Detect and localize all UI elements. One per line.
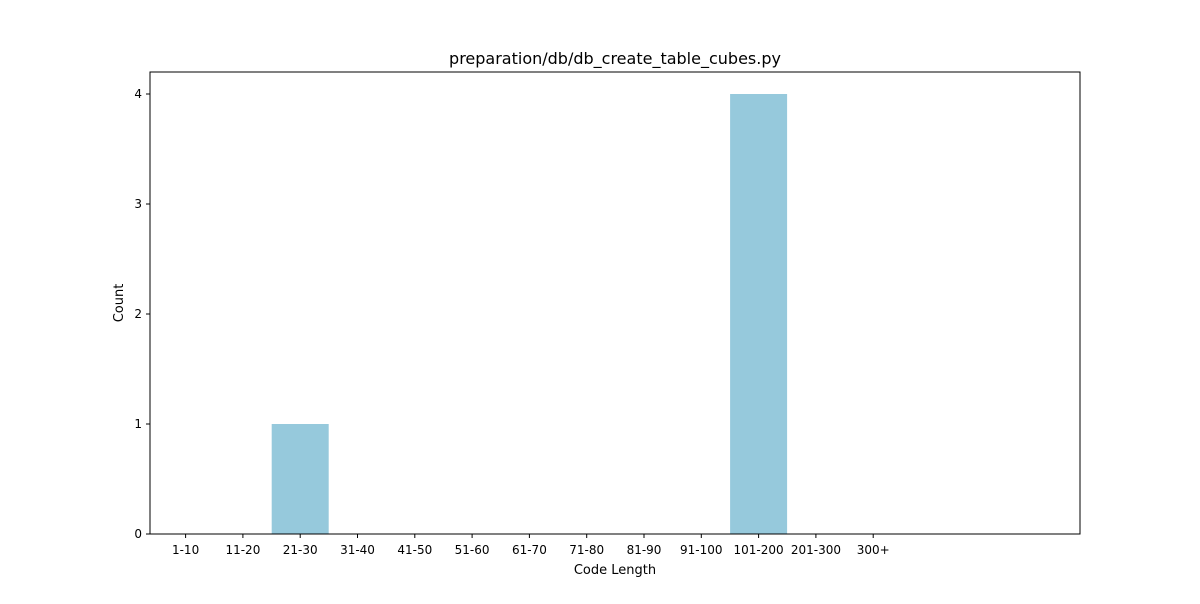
y-axis-label: Count (112, 284, 127, 323)
x-tick-label: 11-20 (225, 543, 260, 557)
x-tick-label: 71-80 (569, 543, 604, 557)
x-tick-label: 300+ (857, 543, 890, 557)
x-tick-label: 201-300 (791, 543, 841, 557)
x-tick-label: 21-30 (283, 543, 318, 557)
x-axis-label: Code Length (574, 563, 656, 578)
x-tick-label: 101-200 (734, 543, 784, 557)
x-tick-label: 1-10 (172, 543, 199, 557)
x-tick-label: 61-70 (512, 543, 547, 557)
x-tick-label: 41-50 (397, 543, 432, 557)
y-tick-label: 3 (134, 197, 142, 211)
bars-group (271, 94, 788, 534)
y-tick-label: 1 (134, 417, 142, 431)
bar-21-30 (271, 424, 329, 534)
x-tick-label: 81-90 (627, 543, 662, 557)
plot-area-frame (149, 71, 1081, 535)
x-tick-label: 51-60 (455, 543, 490, 557)
bar-101-200 (730, 94, 788, 534)
x-axis-ticks: 1-10 11-20 21-30 31-40 41-50 51-60 61-70 71-80 8… (172, 534, 890, 557)
y-tick-label: 4 (134, 87, 142, 101)
y-tick-label: 2 (134, 307, 142, 321)
x-tick-label: 91-100 (680, 543, 723, 557)
x-tick-label: 31-40 (340, 543, 375, 557)
chart-title: preparation/db/db_create_table_cubes.py (449, 49, 781, 69)
y-tick-label: 0 (134, 527, 142, 541)
y-axis-ticks: 0 1 2 3 4 (134, 87, 150, 541)
